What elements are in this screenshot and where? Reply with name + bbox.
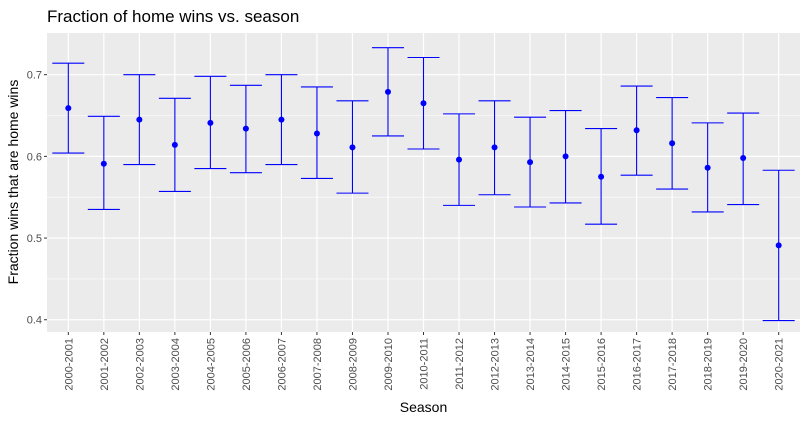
y-tick-label: 0.5 (27, 233, 42, 245)
x-axis: 2000-2001 2001-2002 2002-2003 2003-2004 2004… (63, 332, 786, 391)
data-point (491, 144, 498, 151)
data-point (278, 116, 285, 123)
data-point (420, 100, 427, 107)
data-point (598, 173, 605, 180)
data-point (349, 144, 356, 151)
x-axis-title: Season (400, 399, 447, 415)
data-points (65, 88, 782, 249)
data-point (313, 130, 320, 137)
x-tick-label: 2010-2011 (419, 338, 431, 390)
x-tick-label: 2005-2006 (241, 338, 253, 391)
x-tick-label: 2012-2013 (490, 338, 502, 391)
data-point (384, 88, 391, 95)
y-tick-label: 0.7 (27, 70, 42, 82)
x-tick-label: 2013-2014 (525, 338, 537, 391)
x-tick-label: 2008-2009 (347, 338, 359, 391)
data-point (669, 140, 676, 147)
y-axis-title: Fraction wins that are home wins (5, 80, 21, 285)
data-point (171, 141, 178, 148)
x-tick-label: 2014-2015 (561, 338, 573, 391)
x-tick-label: 2007-2008 (312, 338, 324, 391)
y-tick-label: 0.4 (27, 315, 42, 327)
data-point (100, 160, 107, 167)
data-point (527, 159, 534, 166)
x-tick-label: 2011-2012 (454, 338, 466, 390)
x-tick-label: 2015-2016 (596, 338, 608, 391)
data-point (207, 119, 214, 126)
x-tick-label: 2009-2010 (383, 338, 395, 391)
data-point (775, 242, 782, 249)
x-tick-label: 2016-2017 (632, 338, 644, 391)
x-tick-label: 2020-2021 (774, 338, 786, 391)
x-tick-label: 2000-2001 (63, 338, 75, 391)
x-tick-label: 2001-2002 (99, 338, 111, 391)
y-tick-label: 0.6 (27, 151, 42, 163)
data-point (633, 127, 640, 134)
data-point (242, 125, 249, 132)
chart-title: Fraction of home wins vs. season (47, 7, 299, 26)
x-tick-label: 2002-2003 (134, 338, 146, 391)
data-point (136, 116, 143, 123)
x-tick-label: 2003-2004 (170, 338, 182, 391)
data-point (456, 156, 463, 163)
error-bars (52, 47, 795, 322)
data-point (65, 105, 72, 112)
x-tick-label: 2004-2005 (205, 338, 217, 391)
x-tick-label: 2006-2007 (276, 338, 288, 391)
data-point (704, 164, 711, 171)
y-axis: 0.4 0.5 0.6 0.7 (27, 70, 47, 327)
x-tick-label: 2018-2019 (703, 338, 715, 391)
data-point (562, 153, 569, 160)
x-tick-label: 2019-2020 (738, 338, 750, 391)
data-point (740, 154, 747, 161)
x-tick-label: 2017-2018 (667, 338, 679, 391)
